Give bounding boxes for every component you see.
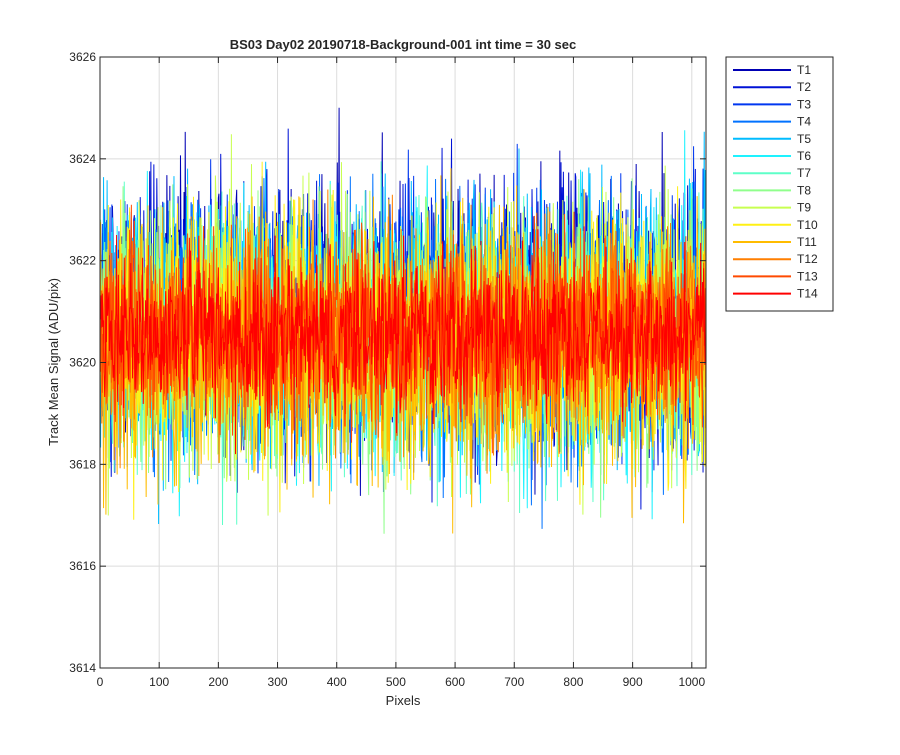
y-tick-label: 3614 — [69, 661, 96, 675]
legend: T1 T2 T3 T4 T5 T6 T7 T8 T9 T10 T11 T12 T13 T14 — [725, 56, 834, 312]
x-tick-label: 0 — [97, 675, 104, 689]
legend-label-t7: T7 — [797, 166, 811, 180]
legend-label-t13: T13 — [797, 269, 818, 283]
y-tick-label: 3616 — [69, 559, 96, 573]
series-layer — [100, 107, 707, 534]
legend-label-t8: T8 — [797, 183, 811, 197]
legend-label-t1: T1 — [797, 63, 811, 77]
legend-label-t12: T12 — [797, 252, 818, 266]
legend-label-t9: T9 — [797, 201, 811, 215]
y-tick-label: 3620 — [69, 356, 96, 370]
legend-label-t5: T5 — [797, 132, 811, 146]
x-tick-label: 300 — [268, 675, 288, 689]
y-tick-label: 3626 — [69, 50, 96, 64]
x-tick-label: 1000 — [678, 675, 705, 689]
x-axis-label: Pixels — [386, 693, 421, 708]
x-tick-label: 100 — [149, 675, 169, 689]
y-ticks: 3614 3616 3618 3620 3622 3624 3626 — [69, 50, 706, 675]
x-tick-label: 200 — [208, 675, 228, 689]
y-tick-label: 3624 — [69, 152, 96, 166]
legend-label-t11: T11 — [797, 235, 817, 249]
legend-label-t2: T2 — [797, 80, 811, 94]
legend-label-t3: T3 — [797, 97, 811, 111]
legend-label-t14: T14 — [797, 287, 818, 301]
y-axis-label: Track Mean Signal (ADU/pix) — [46, 278, 61, 446]
x-tick-label: 900 — [623, 675, 643, 689]
chart-title: BS03 Day02 20190718-Background-001 int t… — [230, 37, 577, 52]
y-tick-label: 3618 — [69, 457, 96, 471]
x-tick-label: 600 — [445, 675, 465, 689]
x-tick-label: 400 — [327, 675, 347, 689]
y-tick-label: 3622 — [69, 254, 96, 268]
legend-box — [725, 56, 834, 312]
x-tick-label: 700 — [504, 675, 524, 689]
legend-label-t4: T4 — [797, 115, 811, 129]
legend-label-t6: T6 — [797, 149, 811, 163]
x-tick-label: 500 — [386, 675, 406, 689]
x-ticks: 0 100 200 300 400 500 600 700 800 900 1000 — [97, 57, 705, 689]
x-tick-label: 800 — [563, 675, 583, 689]
series-line-t14 — [100, 226, 707, 455]
legend-label-t10: T10 — [797, 218, 818, 232]
